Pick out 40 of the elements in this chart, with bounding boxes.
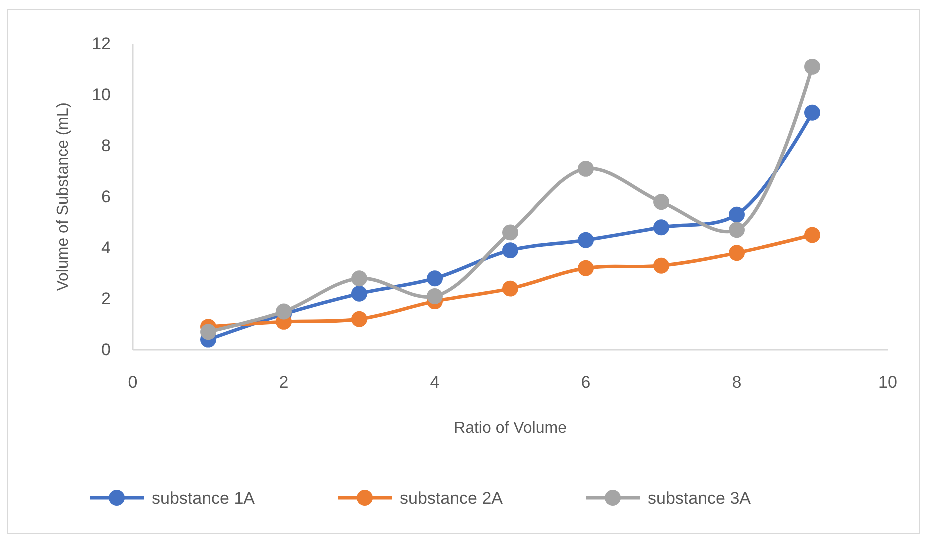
- x-tick-label: 2: [279, 373, 289, 392]
- point: [427, 288, 443, 304]
- point: [804, 227, 820, 244]
- x-axis-title: Ratio of Volume: [454, 420, 568, 437]
- y-tick-label: 4: [102, 238, 111, 258]
- legend-label: substance 1A: [152, 488, 256, 508]
- point: [200, 324, 216, 340]
- y-tick-label: 12: [92, 34, 111, 54]
- x-tick-label: 6: [581, 373, 591, 392]
- point: [654, 258, 670, 274]
- point: [578, 260, 594, 276]
- y-tick-label: 0: [102, 340, 111, 360]
- point: [729, 206, 745, 223]
- point: [804, 104, 820, 121]
- y-tick-label: 6: [102, 187, 111, 206]
- point: [804, 58, 820, 75]
- y-tick-label: 8: [102, 136, 111, 156]
- y-tick-label: 10: [92, 85, 111, 104]
- point: [502, 280, 518, 297]
- x-tick-label: 10: [878, 373, 898, 392]
- legend-label: substance 2A: [400, 488, 504, 508]
- point: [352, 286, 368, 302]
- point: [502, 224, 518, 241]
- x-tick-label: 4: [430, 373, 440, 392]
- point: [578, 232, 594, 248]
- point: [729, 222, 745, 238]
- point: [427, 270, 443, 287]
- y-axis-title: Volume of Substance (mL): [55, 102, 72, 292]
- point: [654, 220, 670, 236]
- y-tick-label: 2: [102, 289, 111, 308]
- point: [352, 311, 368, 328]
- point: [276, 304, 292, 320]
- point: [578, 160, 594, 177]
- point: [729, 245, 745, 262]
- x-tick-label: 8: [732, 373, 742, 392]
- legend-label: substance 3A: [648, 488, 752, 508]
- point: [654, 194, 670, 210]
- x-tick-label: 0: [128, 373, 138, 392]
- point: [352, 270, 368, 287]
- point: [502, 242, 518, 259]
